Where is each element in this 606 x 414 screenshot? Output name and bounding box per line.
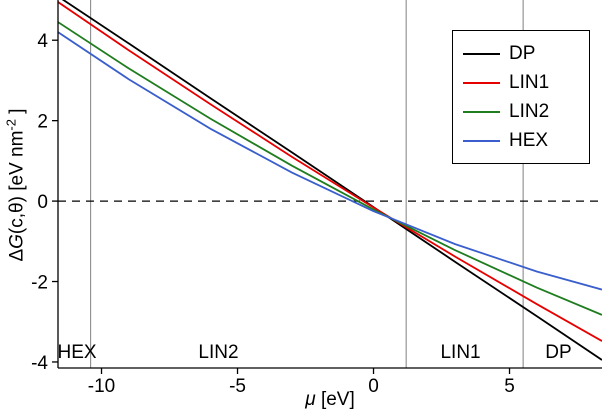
y-tick-label: -2 [31, 273, 48, 294]
x-axis-label: μ [eV] [305, 389, 355, 411]
x-axis-label-unit: [eV] [315, 389, 355, 410]
x-axis-label-symbol: μ [305, 389, 316, 410]
series-line-LIN2 [58, 21, 602, 316]
y-axis-label-delta: Δ [6, 248, 28, 262]
legend-label-DP: DP [509, 43, 536, 64]
y-axis-label-unit: [eV nm [6, 130, 28, 197]
legend-label-LIN1: LIN1 [509, 72, 550, 93]
x-tick-label: 5 [504, 376, 515, 397]
legend-line-swatch-LIN1 [463, 81, 500, 84]
series-line-HEX [58, 31, 602, 291]
legend-item-DP: DP [463, 39, 579, 68]
x-tick-label: 0 [368, 376, 379, 397]
legend-item-LIN1: LIN1 [463, 68, 579, 97]
legend-item-LIN2: LIN2 [463, 97, 579, 126]
y-axis-label-unit-exponent: -2 [3, 119, 19, 131]
legend: DP LIN1 LIN2 HEX [452, 30, 590, 164]
series-line-DP [61, 0, 602, 361]
legend-line-swatch-HEX [463, 139, 500, 142]
legend-label-LIN2: LIN2 [509, 101, 550, 122]
y-axis-label-unit-close: ] [6, 108, 28, 120]
region-label-DP: DP [545, 342, 571, 363]
x-tick-label: -5 [229, 376, 246, 397]
y-tick-label: 0 [37, 192, 48, 213]
y-tick-label: 4 [37, 31, 48, 52]
legend-line-swatch-DP [463, 52, 500, 55]
y-axis-label-symbol: G [6, 234, 28, 249]
x-tick-label: -10 [88, 376, 115, 397]
legend-label-HEX: HEX [509, 130, 549, 151]
region-label-HEX: HEX [58, 342, 97, 363]
region-label-LIN2: LIN2 [198, 342, 238, 363]
y-tick-label: -4 [31, 353, 48, 374]
y-axis-label-args: (c,θ) [6, 196, 28, 235]
region-label-LIN1: LIN1 [440, 342, 480, 363]
series-line-LIN1 [58, 1, 602, 342]
y-tick-label: 2 [37, 112, 48, 133]
legend-line-swatch-LIN2 [463, 110, 500, 113]
y-axis-label: ΔG(c,θ) [eV nm-2 ] [3, 108, 28, 261]
legend-item-HEX: HEX [463, 126, 579, 155]
